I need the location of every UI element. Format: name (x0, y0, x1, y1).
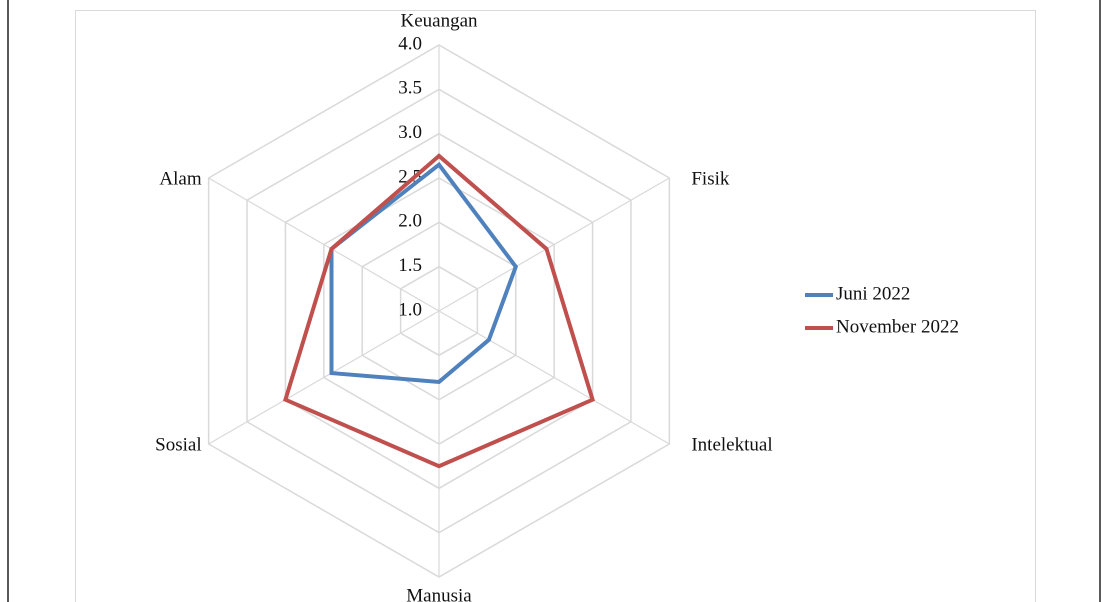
legend-label: Juni 2022 (836, 283, 910, 304)
category-label: Intelektual (691, 434, 772, 455)
category-label: Fisik (691, 168, 730, 189)
r-tick-label: 1.5 (398, 255, 422, 276)
category-label: Alam (159, 168, 201, 189)
category-label: Manusia (406, 585, 472, 602)
series-line (282, 153, 596, 469)
spoke (208, 310, 440, 445)
chart-area (75, 10, 1036, 602)
category-label: Keuangan (400, 10, 478, 31)
category-label: Sosial (155, 434, 201, 455)
spoke (438, 310, 670, 445)
r-tick-label: 3.0 (398, 122, 422, 143)
r-tick-label: 2.0 (398, 211, 422, 232)
r-tick-label: 3.5 (398, 78, 422, 99)
r-tick-label: 1.0 (398, 299, 422, 320)
spoke (208, 177, 440, 312)
spoke (438, 177, 670, 312)
r-tick-label: 2.5 (398, 166, 422, 187)
screen-frame (7, 0, 1101, 602)
legend-label: November 2022 (836, 316, 959, 337)
r-tick-label: 4.0 (398, 33, 422, 54)
